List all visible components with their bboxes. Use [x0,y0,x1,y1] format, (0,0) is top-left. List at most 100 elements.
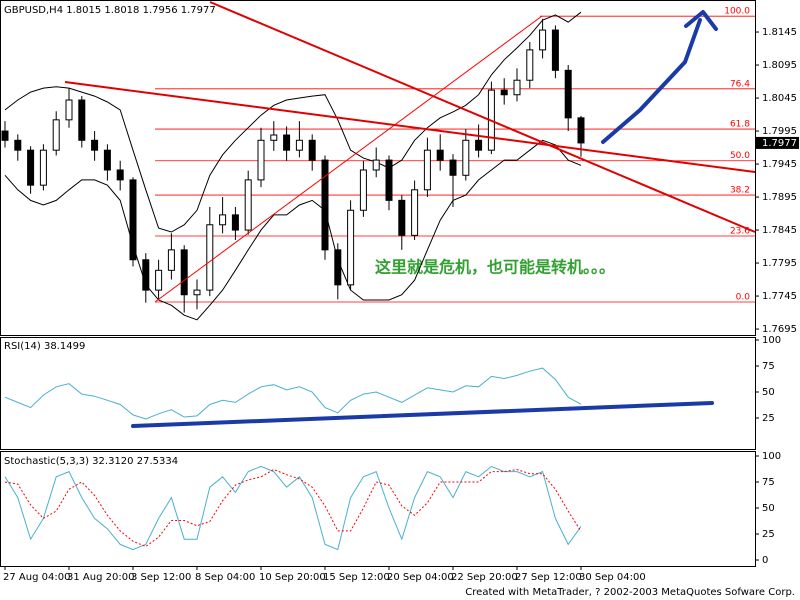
y-tick-label: 75 [762,361,775,372]
candle-body [103,149,111,171]
candle-body [1,130,9,141]
price-title: GBPUSD,H4 1.8015 1.8018 1.7956 1.7977 [4,5,216,16]
fib-label: 23.6 [730,226,750,236]
candle-body [219,214,227,226]
x-tick-label: 27 Aug 04:00 [3,572,70,583]
indicator-line [4,367,582,420]
candle-body [91,139,99,151]
y-tick-label: 1.7895 [762,192,797,203]
drawn-arrow-head [684,10,718,31]
candle-body [167,249,175,271]
y-tick-label: 100 [762,451,781,462]
candle-body [347,209,355,286]
candle-body [283,134,291,151]
y-tick-label: 1.7945 [762,159,797,170]
drawn-rsi-trend [131,401,714,428]
x-tick-label: 30 Sep 04:00 [579,572,646,583]
candle-body [244,179,252,231]
candle-body [116,169,124,181]
indicator-line [4,465,582,551]
candle-body [180,249,188,296]
candle-body [257,139,265,181]
candle-body [462,139,470,176]
y-tick-label: 1.7995 [762,126,797,137]
lower-band [4,139,582,321]
candle-body [513,79,521,96]
current-price-label: 1.7977 [762,138,797,149]
y-tick-label: 25 [762,413,775,424]
candle-body [14,139,22,151]
stoch-panel [0,451,756,567]
candle-body [295,139,303,151]
footer: Created with MetaTrader, ? 2002-2003 Met… [465,587,795,598]
fib-label: 38.2 [730,186,750,196]
candle-body [577,117,585,144]
y-tick-label: 1.8045 [762,93,797,104]
candle-body [334,249,342,286]
candle-body [321,159,329,251]
y-tick-label: 1.7745 [762,291,797,302]
fib-trend-line [154,15,543,303]
drawn-arrow [601,18,702,144]
y-tick-label: 100 [762,335,781,346]
candle-body [231,214,239,231]
y-tick-label: 25 [762,529,775,540]
candle-body [359,169,367,211]
candle-body [398,199,406,236]
upper-band [4,11,582,233]
annotation: 这里就是危机，也可能是转机。。。 [375,258,615,277]
candle-body [27,149,35,186]
fib-label: 0.0 [736,292,751,302]
y-tick-label: 75 [762,477,775,488]
x-tick-label: 20 Sep 04:00 [387,572,454,583]
candle-body [423,149,431,191]
candle-body [551,29,559,71]
candle-body [385,159,393,201]
candle-body [142,259,150,291]
x-tick-label: 31 Aug 20:00 [67,572,134,583]
y-tick-label: 1.8145 [762,27,797,38]
candle-body [78,99,86,141]
candle-body [539,29,547,51]
x-tick-label: 15 Sep 12:00 [323,572,390,583]
y-tick-label: 1.8095 [762,60,797,71]
fib-label: 50.0 [730,151,750,161]
x-tick-label: 10 Sep 20:00 [259,572,326,583]
y-tick-label: 1.7795 [762,258,797,269]
candle-body [155,269,163,291]
candle-body [449,159,457,176]
candle-body [564,69,572,119]
fib-label: 76.4 [730,79,750,89]
candle-body [500,89,508,96]
y-tick-label: 0 [762,555,768,566]
y-tick-label: 1.7695 [762,324,797,335]
candle-body [526,49,534,81]
price-panel [0,0,756,336]
candle-body [52,119,60,151]
candle-body [65,99,73,121]
price-plot [64,1,756,303]
y-tick-label: 1.7845 [762,225,797,236]
stoch-title: Stochastic(5,3,3) 32.3120 27.5334 [4,456,178,467]
current-price-box [756,136,799,149]
rsi-title: RSI(14) 38.1499 [4,341,85,352]
trend-line [64,81,756,173]
x-tick-label: 3 Sep 12:00 [131,572,191,583]
candle-body [129,179,137,261]
candle-body [193,289,201,296]
y-tick-label: 50 [762,503,775,514]
fib-label: 100.0 [724,7,750,17]
candle-body [39,149,47,186]
candle-body [308,139,316,161]
indicator-line [4,468,582,548]
x-tick-label: 22 Sep 20:00 [451,572,518,583]
candle-body [270,134,278,141]
candle-body [372,159,380,171]
candle-body [206,224,214,291]
y-tick-label: 50 [762,387,775,398]
candle-body [475,139,483,151]
x-tick-label: 27 Sep 12:00 [515,572,582,583]
x-tick-label: 8 Sep 04:00 [195,572,255,583]
candle-body [436,149,444,161]
